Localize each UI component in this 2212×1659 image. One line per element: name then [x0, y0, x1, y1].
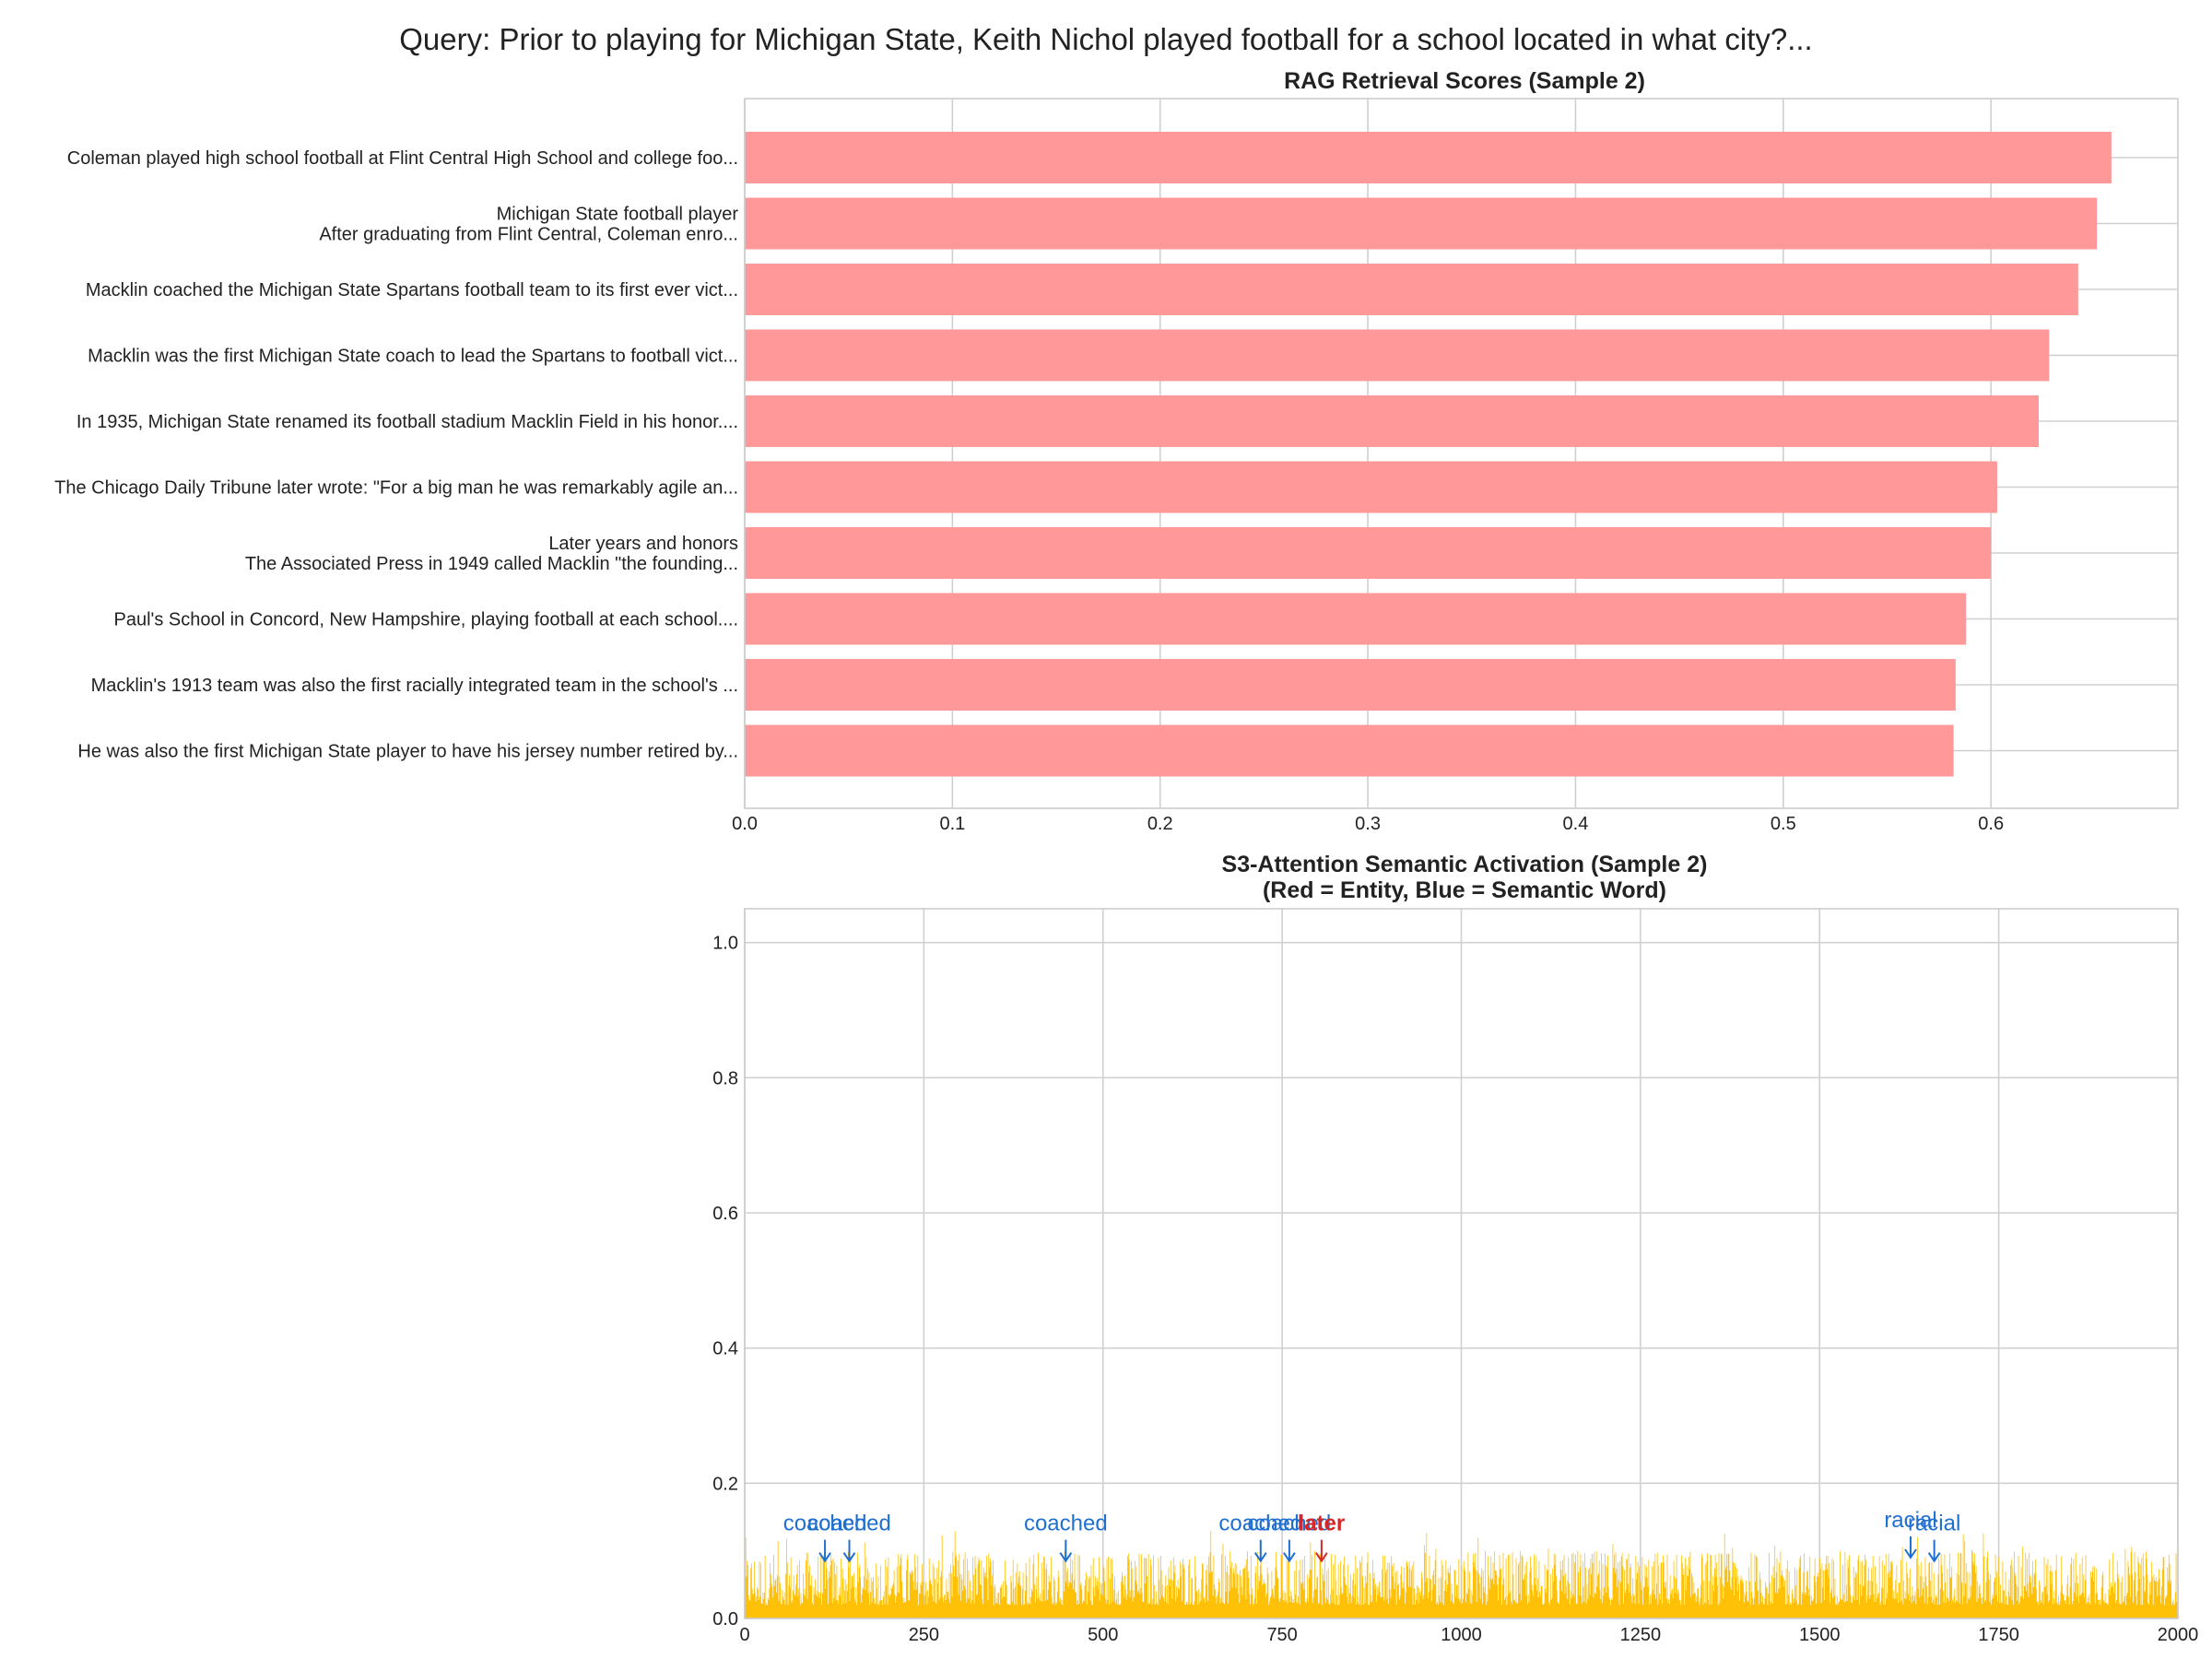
x-tick-label: 0.4 [1563, 814, 1589, 834]
score-bar [745, 197, 2098, 250]
score-bar [745, 724, 1954, 777]
category-label: Macklin was the first Michigan State coa… [88, 347, 738, 367]
annotation-arrow-head [1253, 1552, 1267, 1563]
category-label: Macklin's 1913 team was also the first r… [91, 676, 738, 696]
score-bar [745, 132, 2112, 183]
x-tick-label: 750 [1266, 1625, 1297, 1645]
annotation-arrow-head [1904, 1548, 1917, 1559]
activation-chart-title: S3-Attention Semantic Activation (Sample… [1222, 852, 1708, 877]
annotation-arrow-head [1315, 1552, 1328, 1563]
category-label: Coleman played high school football at F… [67, 148, 738, 169]
score-bar [745, 461, 1997, 513]
x-tick-label: 0.3 [1355, 814, 1381, 834]
activation-x-ticks: 0 250 500 750 1000 1250 1500 1750 2000 [739, 1625, 2198, 1645]
activation-chart: S3-Attention Semantic Activation (Sample… [712, 852, 2198, 1645]
x-tick-label: 0.6 [1978, 814, 2004, 834]
annotation-arrow-head [1283, 1552, 1296, 1563]
figure-suptitle: Query: Prior to playing for Michigan Sta… [399, 22, 1813, 56]
category-label: Michigan State football player After grad… [319, 205, 738, 245]
rag-scores-chart: RAG Retrieval Scores (Sample 2) Coleman … [54, 68, 2179, 834]
activation-chart-frame [744, 908, 2179, 1619]
activation-bars [745, 1531, 2179, 1618]
x-tick-label: 1500 [1799, 1625, 1841, 1645]
category-label: The Chicago Daily Tribune later wrote: "… [54, 478, 738, 499]
y-tick-label: 0.2 [712, 1474, 738, 1494]
score-bar [745, 395, 2040, 447]
annotation-label-coached: coached [783, 1512, 867, 1536]
x-tick-label: 0.2 [1147, 814, 1173, 834]
rag-chart-title: RAG Retrieval Scores (Sample 2) [1284, 68, 1645, 94]
annotation-arrow-head [1927, 1552, 1941, 1563]
x-tick-label: 1000 [1441, 1625, 1482, 1645]
annotation-arrow-head [818, 1552, 831, 1563]
annotation-label-racial: racial [1908, 1512, 1960, 1536]
score-bar [745, 593, 1967, 645]
category-label: Paul's School in Concord, New Hampshire,… [113, 610, 738, 630]
activation-chart-subtitle: (Red = Entity, Blue = Semantic Word) [1263, 877, 1666, 903]
annotation-arrow-head [1059, 1552, 1073, 1563]
annotation-label-coached: coached [1248, 1512, 1332, 1536]
category-label: He was also the first Michigan State pla… [77, 742, 738, 762]
score-bar [745, 659, 1956, 711]
y-tick-label: 0.0 [712, 1609, 738, 1630]
activation-bars-path [745, 1531, 2179, 1618]
rag-chart-bars [745, 132, 2112, 777]
rag-chart-frame [744, 98, 2179, 809]
annotation-label-later: later [1299, 1512, 1346, 1536]
annotation-label-coached: coached [1024, 1512, 1108, 1536]
activation-chart-grid [744, 909, 2179, 1619]
y-tick-label: 1.0 [712, 934, 738, 954]
rag-chart-category-labels: Coleman played high school football at F… [54, 148, 738, 762]
x-tick-label: 0.1 [939, 814, 965, 834]
activation-y-ticks: 0.0 0.2 0.4 0.6 0.8 1.0 [712, 934, 738, 1630]
x-tick-label: 0 [739, 1625, 749, 1645]
annotation-label-coached: coached [807, 1512, 891, 1536]
y-tick-label: 0.4 [712, 1339, 738, 1359]
x-tick-label: 1750 [1978, 1625, 2019, 1645]
category-label: Later years and honors The Associated Pre… [245, 534, 738, 574]
category-label: Macklin coached the Michigan State Spart… [86, 280, 738, 300]
x-tick-label: 2000 [2158, 1625, 2199, 1645]
annotation-label-coached: coached [1218, 1512, 1302, 1536]
annotation-label-racial: racial [1884, 1508, 1936, 1533]
x-tick-label: 250 [909, 1625, 939, 1645]
score-bar [745, 329, 2050, 382]
y-tick-label: 0.6 [712, 1204, 738, 1224]
annotation-arrow-head [842, 1552, 856, 1563]
category-label: In 1935, Michigan State renamed its foot… [76, 412, 738, 432]
score-bar [745, 264, 2078, 315]
score-bar [745, 527, 1992, 579]
x-tick-label: 500 [1088, 1625, 1118, 1645]
x-tick-label: 0.0 [732, 814, 758, 834]
x-tick-label: 0.5 [1771, 814, 1796, 834]
x-tick-label: 1250 [1620, 1625, 1662, 1645]
rag-chart-x-ticks: 0.0 0.1 0.2 0.3 0.4 0.5 0.6 [732, 814, 2004, 834]
y-tick-label: 0.8 [712, 1068, 738, 1088]
